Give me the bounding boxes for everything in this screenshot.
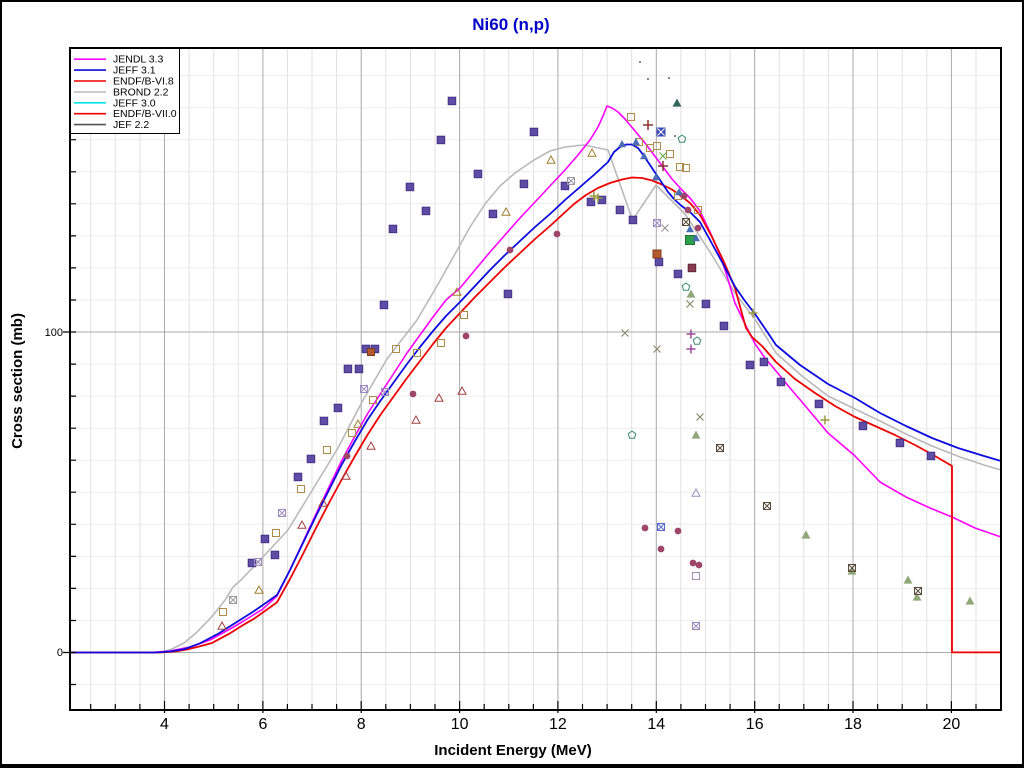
svg-text:JEFF 3.1: JEFF 3.1: [113, 65, 156, 77]
svg-text:ENDF/B-VI.8: ENDF/B-VI.8: [113, 76, 174, 88]
svg-text:Incident Energy (MeV): Incident Energy (MeV): [434, 742, 592, 759]
svg-text:14: 14: [647, 716, 665, 733]
svg-text:16: 16: [746, 716, 764, 733]
svg-text:12: 12: [549, 716, 567, 733]
svg-text:100: 100: [45, 327, 63, 339]
svg-text:BROND 2.2: BROND 2.2: [113, 86, 169, 98]
svg-text:0: 0: [57, 647, 63, 659]
svg-text:Cross section (mb): Cross section (mb): [9, 313, 26, 449]
svg-text:8: 8: [357, 716, 366, 733]
svg-text:Ni60 (n,p): Ni60 (n,p): [472, 15, 549, 34]
svg-text:JEFF 3.0: JEFF 3.0: [113, 97, 156, 109]
svg-text:JENDL 3.3: JENDL 3.3: [113, 54, 164, 66]
svg-text:20: 20: [943, 716, 961, 733]
svg-text:4: 4: [160, 716, 169, 733]
svg-text:10: 10: [451, 716, 469, 733]
svg-text:ENDF/B-VII.0: ENDF/B-VII.0: [113, 108, 177, 120]
svg-text:6: 6: [258, 716, 267, 733]
svg-text:18: 18: [844, 716, 862, 733]
svg-text:JEF 2.2: JEF 2.2: [113, 119, 149, 131]
